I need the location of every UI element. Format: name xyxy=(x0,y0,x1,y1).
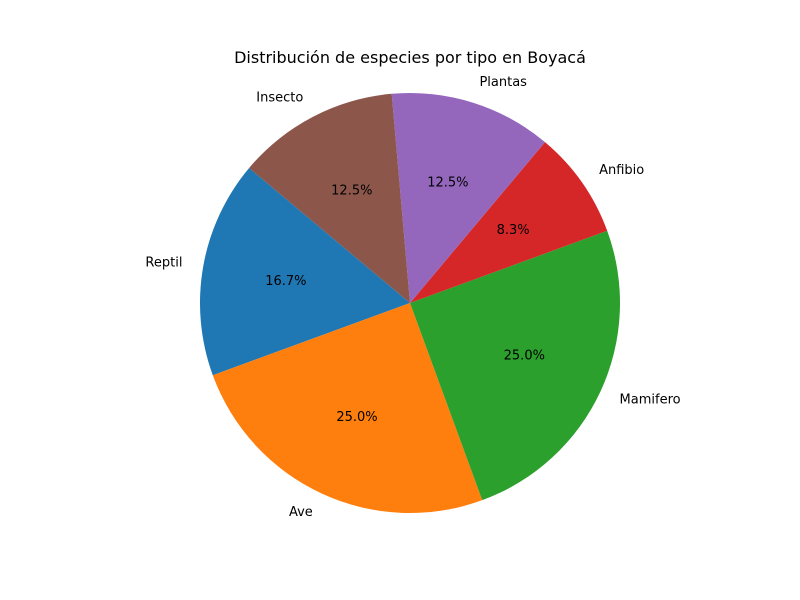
category-label-insecto: Insecto xyxy=(256,91,303,106)
category-label-reptil: Reptil xyxy=(145,256,182,271)
pct-label-ave: 25.0% xyxy=(336,410,377,425)
pie-slice-ave xyxy=(212,303,483,513)
pie-slices xyxy=(200,93,620,513)
pie-slice-reptil xyxy=(200,168,410,376)
pct-label-plantas: 12.5% xyxy=(427,175,468,190)
pie-labels: 16.7% Reptil 25.0% Ave 25.0% Mamifero 8.3% Anfi… xyxy=(145,75,680,520)
pie-slice-mamifero xyxy=(410,230,620,501)
pie-slice-insecto xyxy=(249,93,410,304)
pct-label-insecto: 12.5% xyxy=(331,184,372,199)
category-label-mamifero: Mamifero xyxy=(620,393,681,408)
chart-title: Distribución de especies por tipo en Boy… xyxy=(234,48,586,67)
pct-label-anfibio: 8.3% xyxy=(497,223,530,238)
pie-slice-plantas xyxy=(391,93,545,303)
pct-label-mamifero: 25.0% xyxy=(504,349,545,364)
pct-label-reptil: 16.7% xyxy=(265,274,306,289)
pie-slice-anfibio xyxy=(410,142,608,303)
category-label-anfibio: Anfibio xyxy=(599,163,644,178)
category-label-ave: Ave xyxy=(289,505,313,520)
category-label-plantas: Plantas xyxy=(479,75,527,90)
